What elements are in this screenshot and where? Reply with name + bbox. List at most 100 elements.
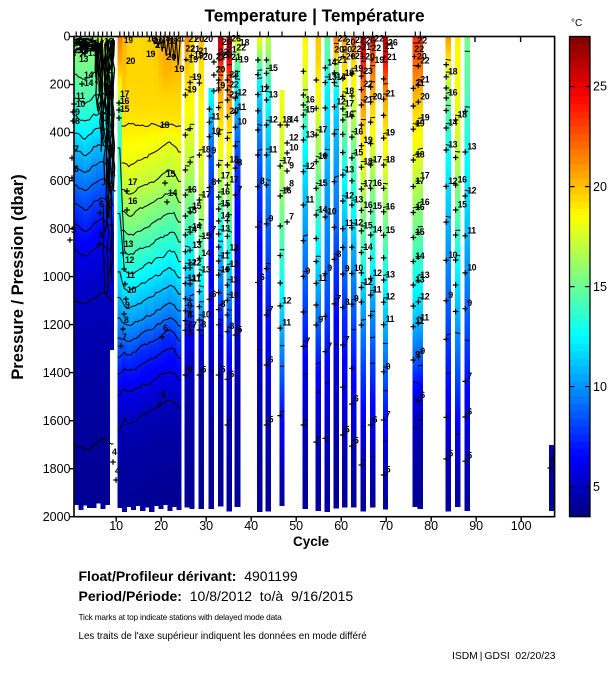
svg-text:14: 14 (318, 205, 327, 215)
svg-text:26: 26 (222, 37, 232, 47)
svg-text:+20: +20 (217, 50, 232, 60)
svg-text:18: 18 (160, 120, 169, 130)
svg-text:20: 20 (334, 44, 344, 54)
svg-text:8: 8 (75, 116, 80, 126)
svg-text:11: 11 (373, 285, 382, 295)
svg-text:19: 19 (420, 113, 429, 123)
svg-text:14: 14 (168, 188, 177, 198)
svg-text:9: 9 (211, 146, 216, 156)
svg-text:21: 21 (420, 75, 429, 85)
svg-text:+21: +21 (332, 55, 347, 65)
svg-text:8: 8 (289, 179, 294, 189)
svg-text:50: 50 (289, 519, 303, 533)
svg-text:13: 13 (386, 270, 395, 280)
svg-text:15: 15 (192, 201, 201, 211)
svg-text:15: 15 (201, 231, 210, 241)
svg-text:20: 20 (126, 56, 135, 66)
svg-text:22: 22 (229, 80, 238, 90)
svg-text:12: 12 (282, 295, 291, 305)
svg-text:17: 17 (318, 125, 327, 135)
svg-text:40: 40 (244, 519, 258, 533)
svg-text:17: 17 (229, 175, 238, 185)
svg-text:5: 5 (161, 390, 166, 400)
svg-text:80: 80 (424, 519, 438, 533)
svg-text:+20: +20 (412, 52, 427, 62)
svg-text:17: 17 (420, 171, 429, 181)
svg-text:22: 22 (414, 44, 424, 54)
svg-text:20: 20 (593, 180, 607, 194)
svg-text:12: 12 (448, 176, 457, 186)
svg-text:7: 7 (386, 410, 391, 420)
svg-text:5: 5 (221, 365, 226, 375)
svg-text:21: 21 (227, 45, 237, 55)
svg-text:13: 13 (229, 243, 238, 253)
svg-text:18: 18 (363, 157, 372, 167)
svg-text:8: 8 (221, 299, 226, 309)
svg-text:4: 4 (550, 454, 555, 464)
svg-text:18: 18 (201, 145, 210, 155)
svg-text:20: 20 (203, 34, 213, 44)
svg-text:12: 12 (260, 84, 269, 94)
svg-text:3: 3 (84, 39, 89, 49)
svg-text:16: 16 (128, 196, 137, 206)
svg-text:10: 10 (211, 126, 220, 136)
svg-text:15: 15 (458, 200, 467, 210)
svg-text:22: 22 (363, 79, 372, 89)
svg-text:8: 8 (211, 177, 216, 187)
svg-text:20: 20 (229, 106, 238, 116)
svg-text:21: 21 (190, 44, 200, 54)
svg-text:19: 19 (174, 64, 185, 75)
svg-text:13: 13 (448, 140, 457, 150)
svg-text:1: 1 (90, 34, 95, 44)
svg-text:19: 19 (354, 63, 363, 73)
svg-text:+19: +19 (369, 55, 384, 65)
svg-text:14: 14 (327, 57, 336, 67)
svg-text:11: 11 (126, 270, 135, 280)
svg-text:10: 10 (354, 263, 363, 273)
svg-text:9: 9 (448, 290, 453, 300)
svg-text:15: 15 (386, 225, 395, 235)
svg-text:13: 13 (79, 54, 88, 64)
svg-text:+21: +21 (226, 52, 241, 62)
svg-text:19: 19 (124, 36, 133, 45)
svg-text:Les traits de l'axe supérieur: Les traits de l'axe supérieur indiquent … (79, 631, 368, 642)
svg-text:26: 26 (388, 38, 398, 48)
svg-text:22: 22 (417, 36, 427, 46)
svg-text:8: 8 (237, 158, 242, 168)
svg-text:8: 8 (201, 320, 206, 330)
svg-text:12: 12 (345, 191, 354, 201)
svg-text:7: 7 (467, 371, 472, 381)
svg-text:22: 22 (236, 43, 246, 53)
svg-text:12: 12 (386, 292, 395, 302)
svg-text:+20: +20 (360, 52, 375, 62)
svg-text:11: 11 (187, 273, 196, 283)
svg-text:12: 12 (305, 161, 314, 171)
svg-text:20: 20 (154, 37, 163, 46)
svg-text:11: 11 (420, 312, 429, 322)
svg-text:18: 18 (345, 86, 354, 96)
svg-text:13: 13 (221, 224, 230, 234)
svg-text:12: 12 (467, 186, 476, 196)
svg-text:22: 22 (219, 47, 229, 57)
svg-text:19: 19 (345, 68, 354, 78)
svg-text:16: 16 (363, 200, 372, 210)
svg-text:60: 60 (334, 519, 348, 533)
svg-text:Period/Période: 10/8/2012 to: Period/Période: 10/8/2012 to/à 9/16/2015 (79, 588, 354, 604)
svg-text:20: 20 (166, 52, 177, 63)
svg-text:4: 4 (115, 466, 120, 476)
svg-text:18: 18 (161, 35, 170, 44)
svg-text:14: 14 (289, 115, 298, 125)
svg-text:12: 12 (420, 291, 429, 301)
svg-text:1200: 1200 (43, 318, 71, 332)
svg-text:9: 9 (318, 315, 323, 325)
svg-text:7: 7 (327, 341, 332, 351)
svg-text:10: 10 (327, 207, 336, 217)
svg-text:11: 11 (211, 112, 220, 122)
svg-text:11: 11 (237, 102, 246, 112)
svg-text:9: 9 (269, 213, 274, 223)
svg-text:1800: 1800 (43, 462, 71, 476)
svg-text:11: 11 (467, 225, 476, 235)
svg-text:10: 10 (201, 310, 210, 320)
svg-text:7: 7 (305, 336, 310, 346)
svg-text:15: 15 (354, 147, 363, 157)
